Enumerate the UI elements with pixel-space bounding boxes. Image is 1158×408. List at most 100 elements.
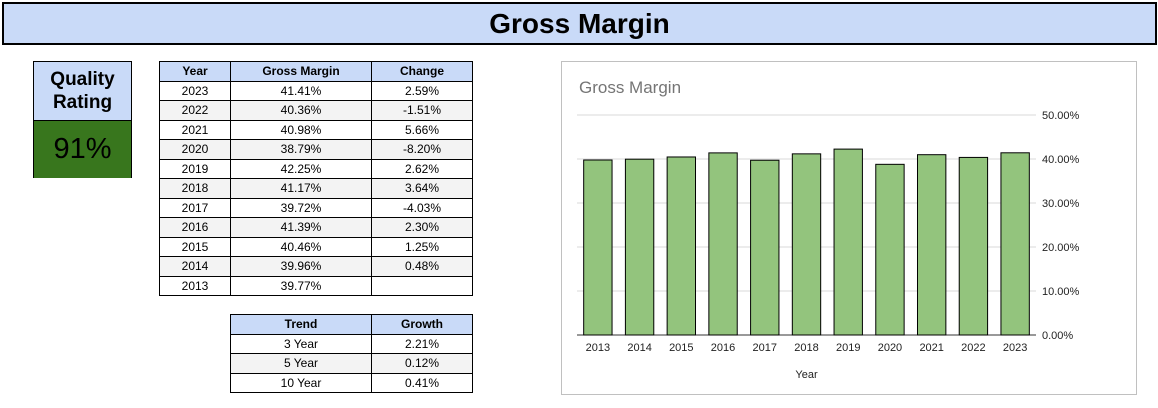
cell-year: 2017	[159, 197, 231, 218]
quality-rating-card: Quality Rating 91%	[33, 61, 132, 178]
y-tick-label: 40.00%	[1042, 154, 1080, 166]
cell-gross-margin: 41.39%	[230, 217, 372, 238]
bar	[750, 159, 780, 336]
cell-gross-margin: 41.41%	[230, 80, 372, 101]
table-row: 2016 41.39% 2.30%	[159, 217, 473, 238]
table-row: 2021 40.98% 5.66%	[159, 119, 473, 140]
table-row: 2018 41.17% 3.64%	[159, 178, 473, 199]
header-gross-margin: Gross Margin	[230, 61, 372, 82]
cell-change: -4.03%	[371, 197, 473, 218]
x-tick-label: 2016	[711, 342, 735, 354]
table-row: 2019 42.25% 2.62%	[159, 158, 473, 179]
cell-change: -8.20%	[371, 139, 473, 160]
cell-growth: 0.12%	[371, 353, 473, 374]
cell-gross-margin: 42.25%	[230, 158, 372, 179]
bar	[791, 153, 822, 336]
table-row: 2014 39.96% 0.48%	[159, 256, 473, 277]
bar	[708, 152, 738, 336]
quality-label-line2: Rating	[52, 92, 113, 113]
x-tick-label: 2014	[627, 342, 651, 354]
x-tick-label: 2015	[669, 342, 693, 354]
bar	[1000, 152, 1030, 336]
x-tick-label: 2013	[586, 342, 610, 354]
cell-year: 2021	[159, 119, 231, 140]
quality-rating-value: 91%	[34, 121, 131, 178]
table-row: 10 Year 0.41%	[230, 372, 473, 393]
table-row: 2017 39.72% -4.03%	[159, 197, 473, 218]
cell-year: 2016	[159, 217, 231, 238]
x-tick-label: 2022	[961, 342, 985, 354]
x-tick-label: 2023	[1003, 342, 1027, 354]
cell-change: -1.51%	[371, 100, 473, 121]
cell-trend: 5 Year	[230, 353, 372, 374]
cell-gross-margin: 41.17%	[230, 178, 372, 199]
y-tick-label: 30.00%	[1042, 198, 1080, 210]
table-row: 2022 40.36% -1.51%	[159, 100, 473, 121]
x-tick-label: 2019	[836, 342, 860, 354]
cell-change: 0.48%	[371, 256, 473, 277]
chart-title: Gross Margin	[579, 78, 682, 97]
cell-change: 5.66%	[371, 119, 473, 140]
trend-table: Trend Growth 3 Year 2.21% 5 Year 0.12% 10 Ye…	[230, 314, 473, 393]
gross-margin-chart: Gross Margin 0.00% 10.00% 20.00% 30.00% 40.0…	[561, 61, 1137, 395]
table-row: 2023 41.41% 2.59%	[159, 80, 473, 101]
chart-plot: 0.00% 10.00% 20.00% 30.00% 40.00% 50.00% 2013 2…	[577, 110, 1080, 381]
table-header-row: Trend Growth	[230, 314, 473, 335]
cell-year: 2020	[159, 139, 231, 160]
cell-year: 2014	[159, 256, 231, 277]
x-tick-label: 2021	[919, 342, 943, 354]
quality-label-line1: Quality	[50, 69, 115, 90]
bar	[624, 158, 655, 336]
cell-gross-margin: 40.98%	[230, 119, 372, 140]
y-tick-label: 10.00%	[1042, 286, 1080, 298]
cell-gross-margin: 39.72%	[230, 197, 372, 218]
table-row: 2013 39.77%	[159, 275, 473, 296]
header-trend: Trend	[230, 314, 372, 335]
y-tick-label: 50.00%	[1042, 110, 1080, 122]
page-title-text: Gross Margin	[489, 7, 670, 39]
cell-change: 2.30%	[371, 217, 473, 238]
table-header-row: Year Gross Margin Change	[159, 61, 473, 82]
x-tick-label: 2018	[794, 342, 818, 354]
x-tick-label: 2020	[878, 342, 902, 354]
cell-year: 2019	[159, 158, 231, 179]
gross-margin-table: Year Gross Margin Change 2023 41.41% 2.59%…	[159, 61, 473, 296]
y-tick-label: 20.00%	[1042, 242, 1080, 254]
bar	[666, 156, 697, 336]
cell-year: 2013	[159, 275, 231, 296]
cell-trend: 3 Year	[230, 333, 372, 354]
cell-year: 2022	[159, 100, 231, 121]
cell-change: 1.25%	[371, 236, 473, 257]
cell-gross-margin: 39.96%	[230, 256, 372, 277]
bar	[875, 163, 905, 336]
cell-gross-margin: 40.46%	[230, 236, 372, 257]
cell-gross-margin: 38.79%	[230, 139, 372, 160]
bar	[583, 159, 613, 336]
cell-growth: 2.21%	[371, 333, 473, 354]
y-tick-label: 0.00%	[1042, 330, 1073, 342]
header-growth: Growth	[371, 314, 473, 335]
cell-year: 2015	[159, 236, 231, 257]
table-row: 5 Year 0.12%	[230, 353, 473, 374]
cell-gross-margin: 40.36%	[230, 100, 372, 121]
cell-change: 2.59%	[371, 80, 473, 101]
cell-change	[371, 275, 473, 296]
cell-trend: 10 Year	[230, 372, 372, 393]
table-row: 2020 38.79% -8.20%	[159, 139, 473, 160]
header-year: Year	[159, 61, 231, 82]
cell-change: 3.64%	[371, 178, 473, 199]
cell-year: 2018	[159, 178, 231, 199]
page-title: Gross Margin	[2, 2, 1157, 45]
bar	[958, 156, 989, 336]
x-axis-title: Year	[795, 369, 818, 381]
header-change: Change	[371, 61, 473, 82]
cell-year: 2023	[159, 80, 231, 101]
quality-rating-label: Quality Rating	[34, 62, 131, 121]
table-row: 3 Year 2.21%	[230, 333, 473, 354]
bar	[916, 154, 947, 336]
cell-gross-margin: 39.77%	[230, 275, 372, 296]
cell-change: 2.62%	[371, 158, 473, 179]
cell-growth: 0.41%	[371, 372, 473, 393]
bar	[833, 148, 863, 336]
x-tick-label: 2017	[753, 342, 777, 354]
